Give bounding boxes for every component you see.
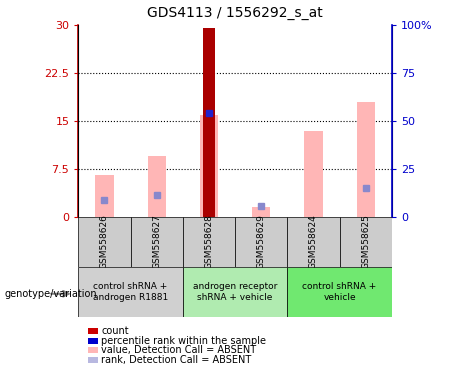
Title: GDS4113 / 1556292_s_at: GDS4113 / 1556292_s_at <box>147 6 323 20</box>
Text: GSM558627: GSM558627 <box>152 215 161 269</box>
Text: GSM558624: GSM558624 <box>309 215 318 269</box>
Bar <box>252 207 270 217</box>
Text: rank, Detection Call = ABSENT: rank, Detection Call = ABSENT <box>101 355 252 365</box>
Text: GSM558626: GSM558626 <box>100 215 109 269</box>
Text: count: count <box>101 326 129 336</box>
Bar <box>304 131 323 217</box>
Bar <box>357 102 375 217</box>
Bar <box>130 217 183 267</box>
Bar <box>200 114 218 217</box>
Text: GSM558628: GSM558628 <box>205 215 213 269</box>
Text: percentile rank within the sample: percentile rank within the sample <box>101 336 266 346</box>
Bar <box>203 28 215 217</box>
Bar <box>235 217 287 267</box>
Bar <box>78 267 183 317</box>
Bar <box>183 217 235 267</box>
Bar <box>287 217 340 267</box>
Text: GSM558625: GSM558625 <box>361 215 370 269</box>
Text: control shRNA +
vehicle: control shRNA + vehicle <box>302 282 377 301</box>
Bar <box>183 267 287 317</box>
Bar <box>340 217 392 267</box>
Bar <box>287 267 392 317</box>
Bar <box>95 175 113 217</box>
Text: value, Detection Call = ABSENT: value, Detection Call = ABSENT <box>101 345 256 355</box>
Text: control shRNA +
androgen R1881: control shRNA + androgen R1881 <box>93 282 168 301</box>
Bar <box>148 156 166 217</box>
Text: GSM558629: GSM558629 <box>257 215 266 269</box>
Text: genotype/variation: genotype/variation <box>5 289 97 299</box>
Bar <box>78 217 130 267</box>
Text: androgen receptor
shRNA + vehicle: androgen receptor shRNA + vehicle <box>193 282 278 301</box>
